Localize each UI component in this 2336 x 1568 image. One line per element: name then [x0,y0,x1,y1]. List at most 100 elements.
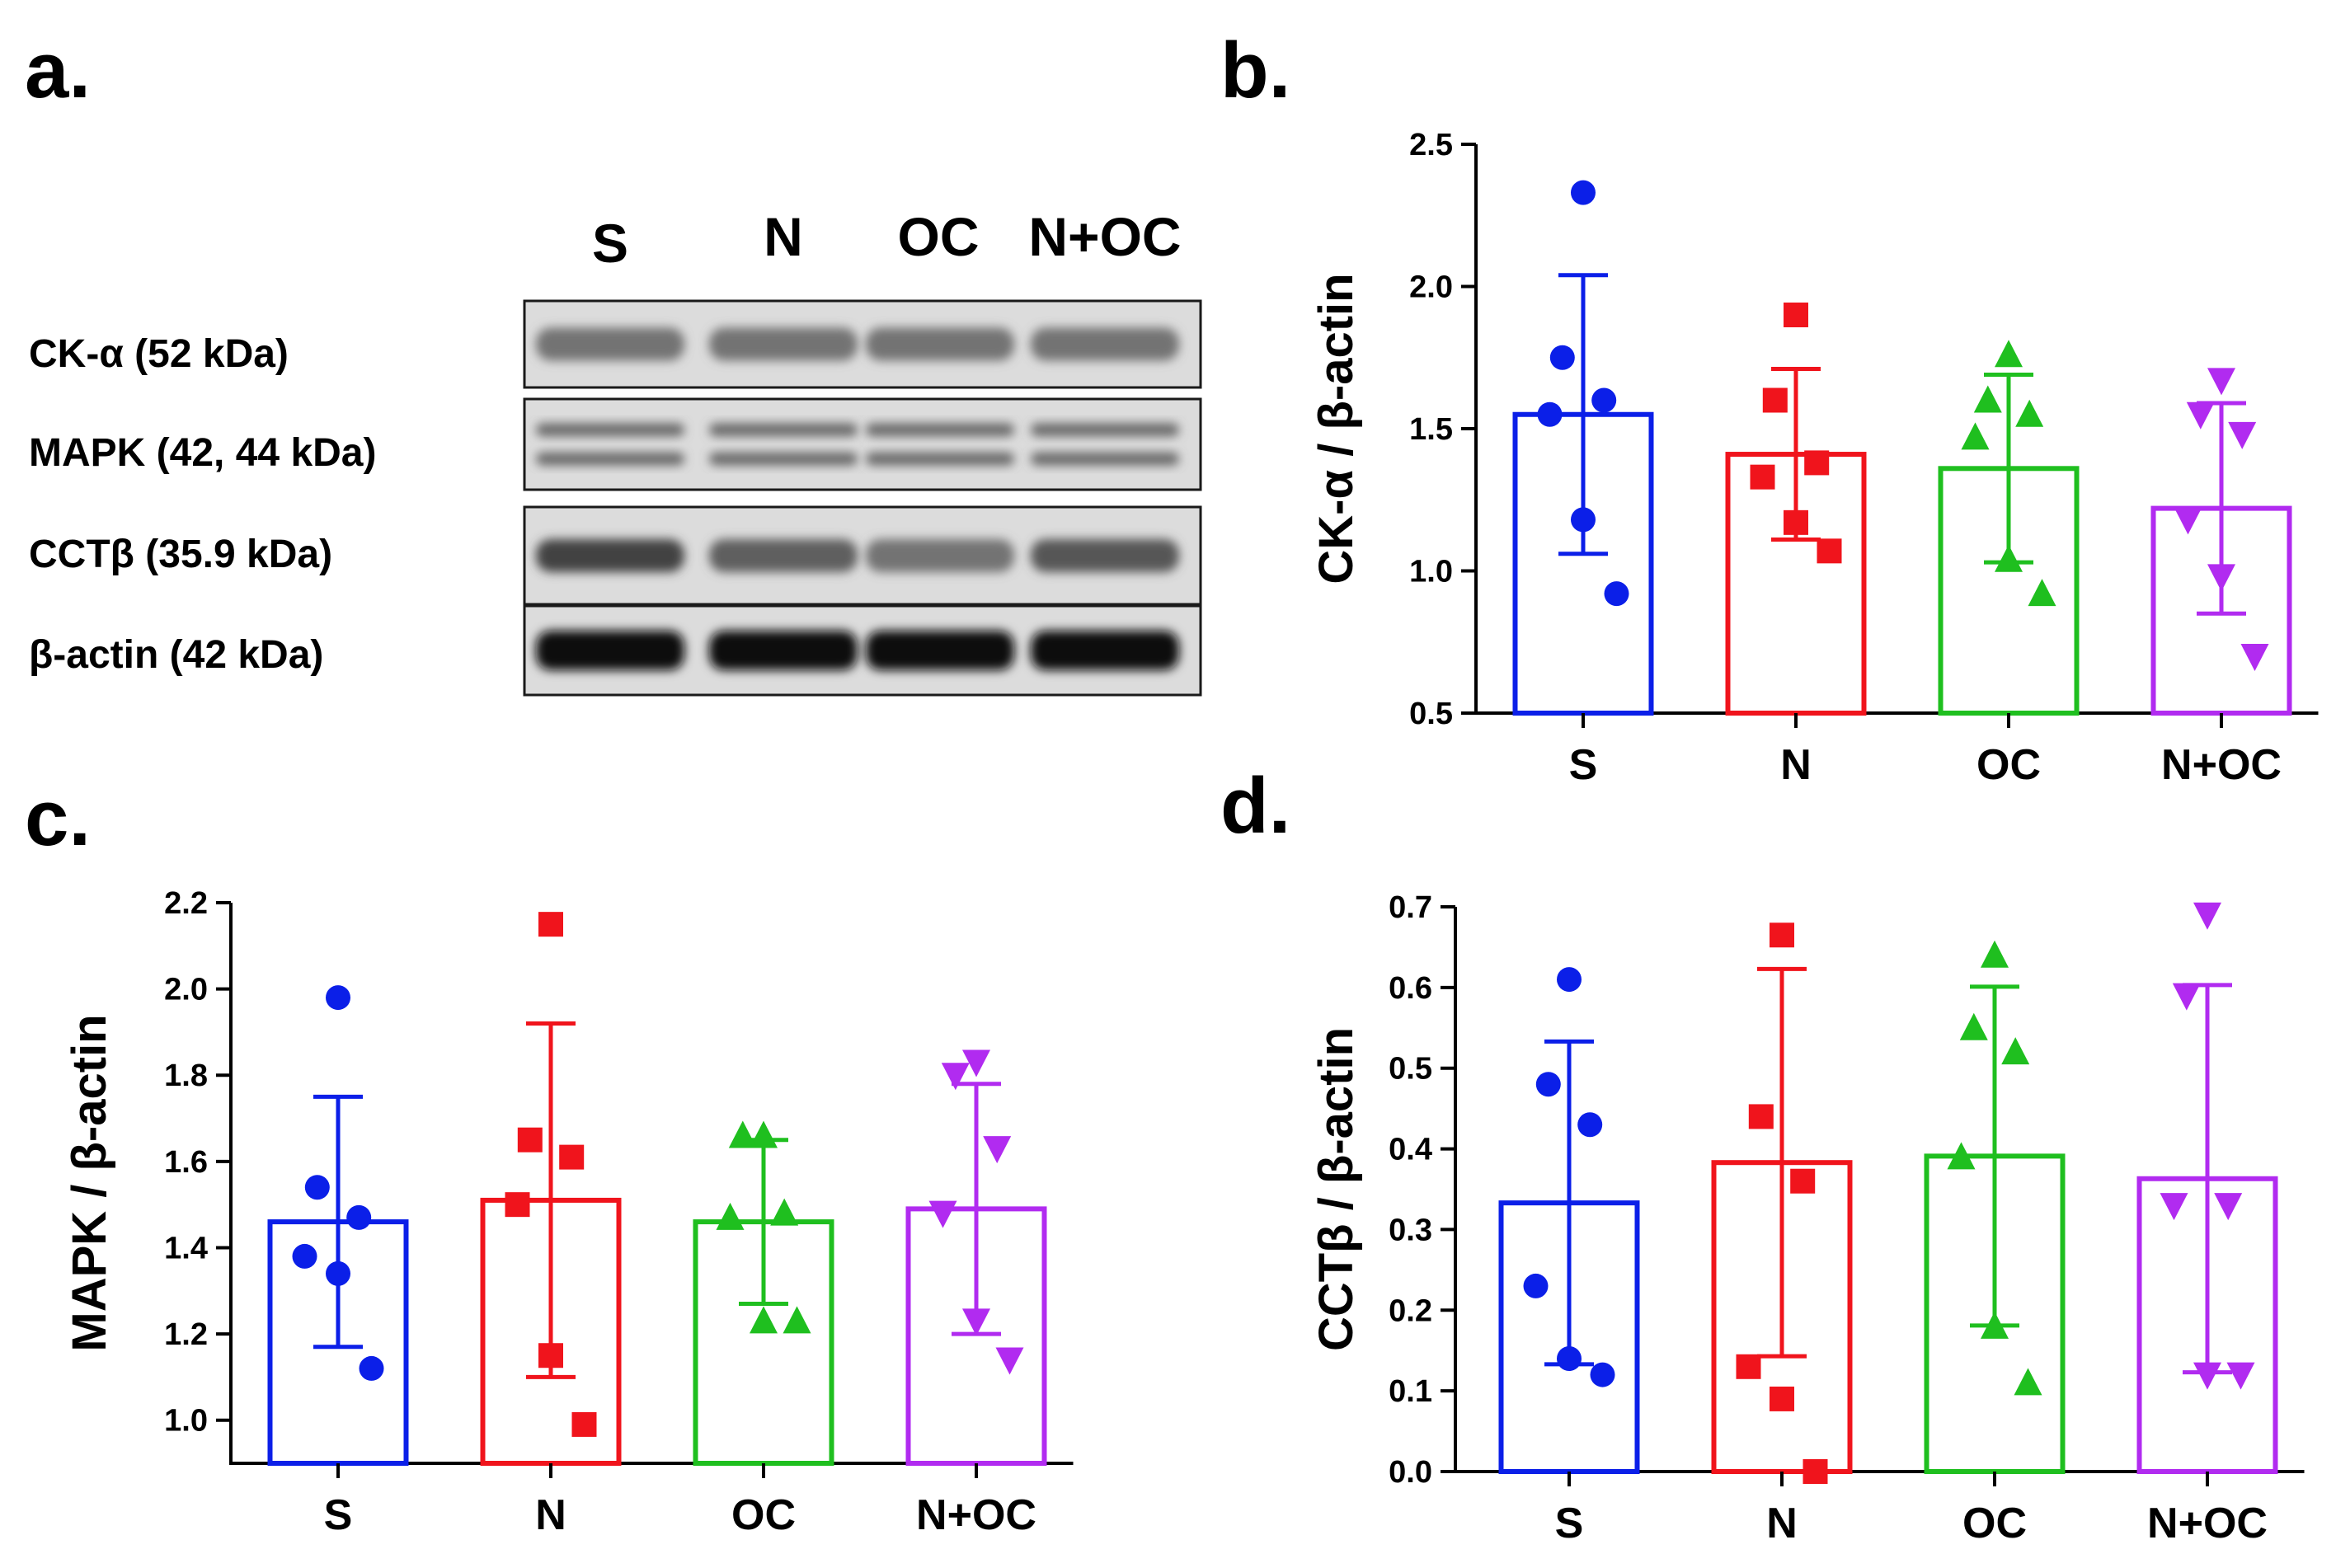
y-tick-label: 2.0 [1409,270,1453,305]
data-point [517,1127,543,1153]
blot-band [1031,539,1179,572]
blot-strip-2 [523,397,1202,491]
y-tick-label: 0.6 [1389,971,1432,1006]
y-tick-label: 2.0 [164,973,208,1007]
blot-band [866,327,1014,361]
data-point [1549,345,1575,370]
data-point [538,912,563,937]
x-tick-label-n: N [1780,741,1812,789]
data-point [1770,922,1794,948]
data-point [1784,303,1808,327]
blot-band [536,327,684,361]
y-tick-label: 0.4 [1389,1133,1432,1167]
y-tick-label: 1.2 [164,1317,208,1352]
x-tick-label-n: N [535,1491,566,1539]
y-tick-label: 0.0 [1389,1455,1432,1490]
bar-group-n-oc [2150,368,2292,716]
blot-strip-3 [523,505,1202,606]
lane-label-s: S [592,213,628,274]
y-tick-label: 0.2 [1389,1293,1432,1328]
panel-letter-b: b. [1220,26,1290,115]
data-point [571,1411,597,1437]
y-axis-title: CK-α / β-actin [1309,273,1363,584]
data-point [1973,385,2002,413]
blot-label-cct-beta: CCTβ (35.9 kDa) [29,533,332,576]
data-point [2014,1368,2042,1396]
data-point [716,1202,745,1230]
data-point [1817,538,1842,564]
bar-group-s [267,985,409,1466]
y-tick-label: 1.0 [164,1404,208,1439]
blot-band [709,631,858,670]
bar-group-s [1512,180,1654,716]
data-point [1591,387,1617,413]
data-point [1750,464,1775,490]
blot-band [709,423,858,437]
data-point [941,1063,970,1091]
blot-band [709,327,858,361]
chart-ck-alpha: 0.5 1.0 1.5 2.0 2.5 CK-α / β-actin S N OC N+OC [1309,128,2319,789]
y-tick-label: 1.0 [1409,555,1453,589]
x-tick-label-n-oc: N+OC [916,1491,1036,1539]
blot-band [536,452,684,466]
data-point [292,1243,317,1269]
blot-band [536,423,684,437]
data-point [2028,579,2056,607]
bar-group-oc [1938,340,2080,716]
blot-band [709,452,858,466]
blot-strip-1 [523,299,1202,389]
y-tick-label: 1.6 [164,1145,208,1180]
blot-band [1031,423,1179,437]
data-point [1736,1354,1761,1379]
data-point [1557,1346,1582,1371]
blot-label-mapk: MAPK (42, 44 kDa) [29,431,376,475]
western-blot: S N OC N+OC CK-α (52 kDa) MAPK (42, 44 k… [29,206,1202,697]
blot-band [866,423,1014,437]
y-axis-title: CCTβ / β-actin [1309,1027,1363,1351]
data-point [1770,1386,1794,1411]
bar-group-n-oc [2136,902,2278,1474]
data-point [1537,401,1563,427]
panel-letter-c: c. [25,774,91,862]
blot-band [709,539,858,572]
bar-group-oc [1924,940,2066,1474]
data-point [962,1049,990,1077]
data-point [1748,1104,1774,1129]
data-point [2207,564,2235,592]
blot-label-beta-actin: β-actin (42 kDa) [29,633,323,677]
x-tick-label-oc: OC [1976,741,2041,789]
blot-strip-frame [523,397,1202,491]
data-point [1604,581,1629,607]
blot-strip-4 [523,604,1202,697]
bar-group-oc [693,1120,834,1466]
data-point [783,1306,811,1334]
x-tick-label-n: N [1766,1500,1798,1547]
blot-band [866,539,1014,572]
data-point [2193,902,2221,930]
data-point [1981,1311,2009,1339]
data-point [1803,1459,1828,1484]
data-point [1571,180,1596,205]
data-point [2186,401,2215,430]
lane-label-oc: OC [898,206,980,267]
data-point [326,985,350,1011]
x-tick-label-oc: OC [1962,1500,2027,1547]
panel-letter-d: d. [1220,762,1290,850]
x-tick-label-s: S [1569,741,1598,789]
data-point [1959,1012,1988,1040]
data-point [2214,1193,2243,1221]
data-point [1535,1072,1561,1097]
data-point [1947,1142,1976,1170]
lane-label-n-oc: N+OC [1028,206,1181,267]
y-tick-label: 0.7 [1389,890,1432,925]
data-point [1981,940,2009,968]
x-tick-label-s: S [324,1491,353,1539]
data-point [326,1261,350,1286]
data-point [505,1192,530,1218]
data-point [1590,1362,1615,1387]
y-tick-label: 0.5 [1389,1052,1432,1087]
chart-cct-beta: 0.0 0.1 0.2 0.3 0.4 0.5 0.6 0.7 CCTβ / β-actin S N… [1309,890,2305,1547]
blot-band [1031,327,1179,361]
data-point [1571,507,1596,533]
data-point [1804,450,1830,476]
